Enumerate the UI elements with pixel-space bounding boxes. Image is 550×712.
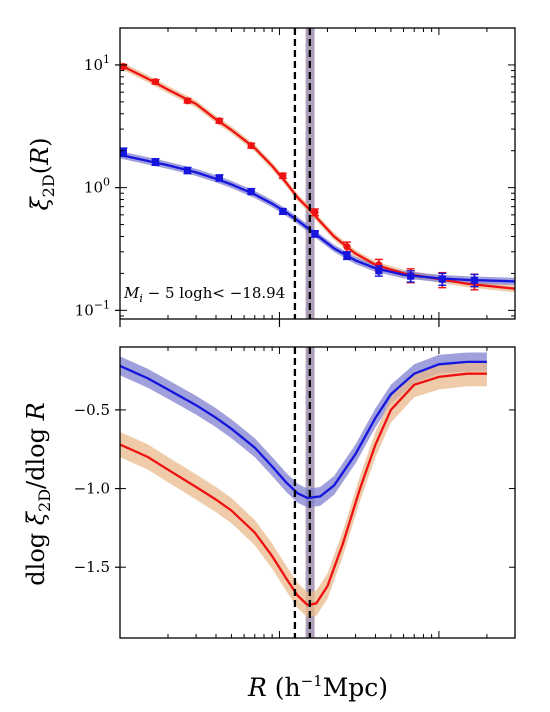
top-axes-frame — [119, 27, 516, 320]
y-tick-label-exp-0: −1 — [94, 298, 110, 311]
data-point-series-1-0 — [120, 148, 127, 156]
bottom-plot-area — [120, 347, 487, 638]
y-tick-label-1: 100 — [84, 176, 110, 197]
data-point-series-0-3 — [215, 117, 223, 125]
model-line-series-1 — [120, 153, 515, 283]
data-point-series-1-2 — [183, 166, 192, 175]
data-point-series-1-11 — [470, 276, 479, 284]
ylab2-R: R — [22, 402, 50, 421]
model-line-series-0 — [120, 63, 515, 290]
model-band-series-1 — [120, 361, 487, 618]
data-point-series-0-2 — [183, 97, 192, 105]
y-tick-label-0: 10−1 — [75, 298, 110, 319]
bottom-y-axis-label: dlog ξ2D/dlog R — [22, 402, 54, 585]
y-tick-label-base-2: 10 — [84, 56, 103, 74]
model-line-series-1 — [120, 372, 487, 607]
annot-M: M — [123, 284, 140, 302]
data-point-series-1-1 — [151, 158, 160, 166]
data-point-series-1-5 — [279, 207, 287, 216]
xlab-exp: −1 — [301, 672, 323, 690]
xlab-rest: Mpc) — [323, 673, 388, 702]
ylab2-sub: 2D — [35, 489, 54, 512]
y-tick-label-2: −1.5 — [74, 558, 110, 576]
data-point-series-0-5 — [279, 172, 287, 180]
magnitude-cut-annotation: Mi − 5 logh< −18.94 — [123, 284, 285, 305]
ylab-R: R — [26, 147, 54, 166]
x-axis-label: R (h−1Mpc) — [247, 672, 388, 702]
xlab-open: (h — [267, 673, 301, 702]
xlab-R: R — [247, 673, 267, 702]
ylab-xi: ξ — [26, 196, 54, 211]
y-tick-label-1: −1.0 — [74, 480, 110, 498]
data-point-series-1-7 — [343, 251, 351, 260]
data-point-series-0-0 — [120, 62, 127, 71]
y-tick-label-0: −0.5 — [74, 401, 110, 419]
top-plot-area — [120, 28, 515, 319]
ylab2-dlog: dlog — [22, 525, 50, 585]
top-y-axis-label: ξ2D(R) — [26, 137, 58, 210]
ylab-sub: 2D — [39, 174, 58, 197]
data-point-series-1-4 — [247, 187, 255, 196]
data-point-series-0-4 — [247, 142, 255, 150]
data-point-series-0-1 — [151, 78, 160, 86]
data-point-series-1-3 — [215, 174, 223, 182]
y-tick-label-base-1: 10 — [84, 179, 103, 197]
bottom-axes: −0.5 −1.0 −1.5 — [74, 347, 516, 638]
annot-rest: − 5 logh< −18.94 — [143, 284, 285, 302]
data-point-series-1-6 — [311, 230, 319, 238]
y-tick-label-exp-1: 0 — [103, 176, 110, 189]
ylab-close: ) — [26, 137, 54, 146]
model-line-series-0 — [120, 360, 487, 500]
annot-sub-i: i — [139, 292, 143, 305]
data-point-series-0-7 — [343, 243, 351, 251]
data-point-series-1-9 — [407, 272, 415, 280]
bottom-axes-frame — [119, 346, 516, 639]
y-tick-label-base-0: 10 — [75, 301, 94, 319]
data-point-series-1-10 — [438, 275, 446, 283]
data-point-series-1-8 — [375, 267, 383, 275]
ylab2-xi: ξ — [22, 510, 50, 525]
ylab-rest: ( — [26, 165, 54, 174]
y-tick-label-2: 101 — [84, 53, 110, 74]
y-tick-label-exp-2: 1 — [103, 53, 110, 66]
data-point-series-0-6 — [311, 208, 319, 216]
ylab2-rest: /dlog — [22, 420, 50, 489]
bottom-panel: −0.5 −1.0 −1.5 dlog ξ2D/dlog R R (h−1Mpc) — [22, 346, 516, 702]
